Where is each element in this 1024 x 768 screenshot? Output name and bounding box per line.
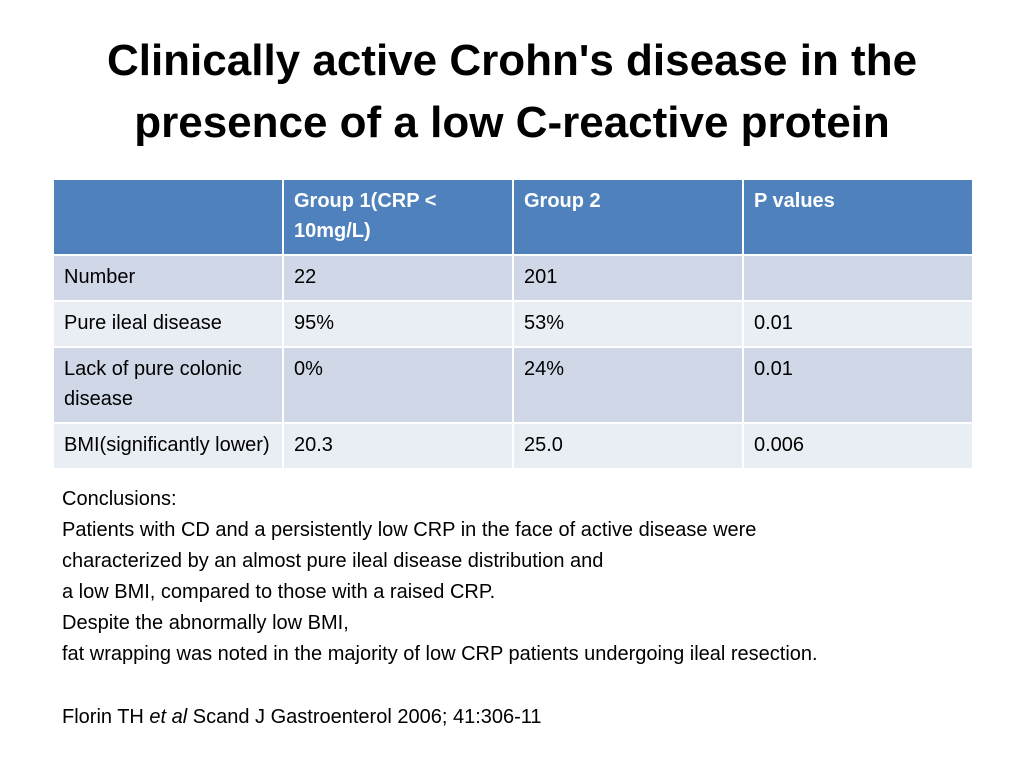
group1-value: 0% — [282, 346, 514, 424]
group1-value: 95% — [282, 300, 514, 348]
citation-journal: Scand J Gastroenterol 2006; 41:306-11 — [187, 706, 542, 728]
table-row: BMI(significantly lower) 20.3 25.0 0.006 — [52, 422, 974, 470]
header-cell-group1: Group 1(CRP < 10mg/L) — [282, 178, 514, 256]
p-value: 0.01 — [742, 346, 974, 424]
results-table: Group 1(CRP < 10mg/L) Group 2 P values N… — [52, 178, 974, 470]
conclusion-line: Patients with CD and a persistently low … — [62, 519, 757, 541]
table-row: Pure ileal disease 95% 53% 0.01 — [52, 300, 974, 348]
conclusion-line: fat wrapping was noted in the majority o… — [62, 643, 818, 665]
conclusions-block: Conclusions: Patients with CD and a pers… — [62, 484, 992, 670]
p-value: 0.006 — [742, 422, 974, 470]
row-label: Pure ileal disease — [52, 300, 284, 348]
header-cell-empty — [52, 178, 284, 256]
conclusion-line: characterized by an almost pure ileal di… — [62, 550, 604, 572]
group1-value: 20.3 — [282, 422, 514, 470]
table-row: Number 22 201 — [52, 254, 974, 302]
conclusions-heading: Conclusions: — [62, 488, 177, 510]
conclusion-line: Despite the abnormally low BMI, — [62, 612, 349, 634]
p-value — [742, 254, 974, 302]
slide-title: Clinically active Crohn's disease in the… — [106, 36, 918, 147]
header-cell-group2: Group 2 — [512, 178, 744, 256]
conclusion-line: a low BMI, compared to those with a rais… — [62, 581, 496, 603]
citation-author: Florin TH — [62, 706, 150, 728]
group2-value: 25.0 — [512, 422, 744, 470]
table-header-row: Group 1(CRP < 10mg/L) Group 2 P values — [52, 178, 974, 256]
citation-etal: et al — [149, 706, 188, 728]
row-label: Lack of pure colonic disease — [52, 346, 284, 424]
citation: Florin TH et al Scand J Gastroenterol 20… — [62, 702, 542, 733]
group1-value: 22 — [282, 254, 514, 302]
row-label: BMI(significantly lower) — [52, 422, 284, 470]
row-label: Number — [52, 254, 284, 302]
table-row: Lack of pure colonic disease 0% 24% 0.01 — [52, 346, 974, 424]
group2-value: 24% — [512, 346, 744, 424]
group2-value: 53% — [512, 300, 744, 348]
group2-value: 201 — [512, 254, 744, 302]
p-value: 0.01 — [742, 300, 974, 348]
header-cell-pvalues: P values — [742, 178, 974, 256]
